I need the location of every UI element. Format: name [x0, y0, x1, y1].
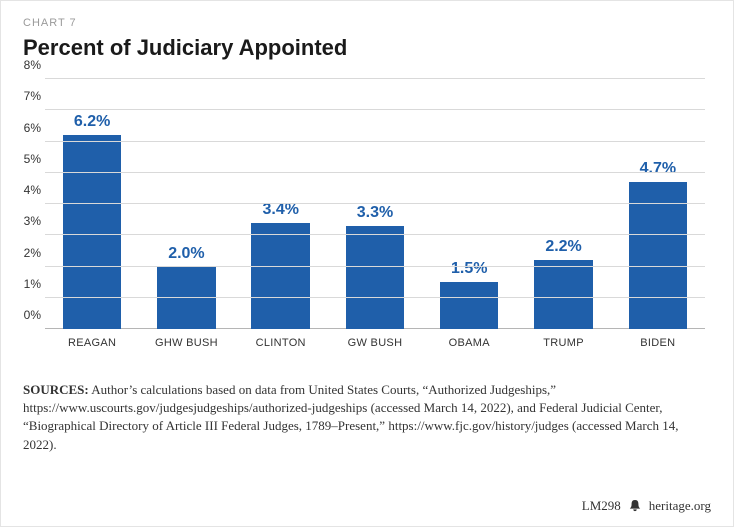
chart-area: 6.2%2.0%3.4%3.3%1.5%2.2%4.7% 0%1%2%3%4%5…	[45, 79, 705, 359]
gridline	[45, 234, 705, 235]
x-tick-label: TRUMP	[516, 337, 610, 349]
bar-slot: 3.3%	[328, 79, 422, 329]
x-axis: REAGANGHW BUSHCLINTONGW BUSHOBAMATRUMPBI…	[45, 329, 705, 359]
y-tick-label: 3%	[17, 214, 41, 228]
footer-site: heritage.org	[649, 498, 711, 514]
footer-code: LM298	[582, 498, 621, 514]
y-tick-label: 8%	[17, 58, 41, 72]
y-tick-label: 2%	[17, 246, 41, 260]
bar	[440, 282, 498, 329]
chart-number: CHART 7	[23, 17, 711, 29]
gridline	[45, 297, 705, 298]
x-tick-label: GHW BUSH	[139, 337, 233, 349]
bar-slot: 3.4%	[234, 79, 328, 329]
bar-slot: 4.7%	[611, 79, 705, 329]
bar	[534, 260, 592, 329]
chart-card: CHART 7 Percent of Judiciary Appointed 6…	[0, 0, 734, 527]
bar	[63, 135, 121, 329]
bar-slot: 2.2%	[516, 79, 610, 329]
bar-value-label: 2.2%	[545, 238, 581, 256]
gridline	[45, 141, 705, 142]
bar-value-label: 2.0%	[168, 245, 204, 263]
y-tick-label: 7%	[17, 89, 41, 103]
y-tick-label: 4%	[17, 183, 41, 197]
bar-value-label: 1.5%	[451, 260, 487, 278]
y-tick-label: 5%	[17, 152, 41, 166]
bar-value-label: 4.7%	[640, 160, 676, 178]
chart-title: Percent of Judiciary Appointed	[23, 35, 711, 61]
x-tick-label: REAGAN	[45, 337, 139, 349]
sources-body: Author’s calculations based on data from…	[23, 382, 678, 452]
sources-label: SOURCES:	[23, 382, 89, 397]
x-tick-label: GW BUSH	[328, 337, 422, 349]
bar-slot: 1.5%	[422, 79, 516, 329]
gridline	[45, 109, 705, 110]
gridline	[45, 203, 705, 204]
bell-icon	[629, 499, 641, 513]
plot-region: 6.2%2.0%3.4%3.3%1.5%2.2%4.7% 0%1%2%3%4%5…	[45, 79, 705, 329]
y-tick-label: 0%	[17, 308, 41, 322]
x-tick-label: OBAMA	[422, 337, 516, 349]
bar-slot: 2.0%	[139, 79, 233, 329]
gridline	[45, 266, 705, 267]
bar-value-label: 3.3%	[357, 204, 393, 222]
bar-slot: 6.2%	[45, 79, 139, 329]
y-tick-label: 6%	[17, 121, 41, 135]
bar	[157, 267, 215, 330]
bar-value-label: 6.2%	[74, 113, 110, 131]
gridline	[45, 78, 705, 79]
footer: LM298 heritage.org	[582, 498, 711, 514]
bar	[251, 223, 309, 329]
y-tick-label: 1%	[17, 277, 41, 291]
x-tick-label: CLINTON	[234, 337, 328, 349]
sources-text: SOURCES: Author’s calculations based on …	[23, 381, 711, 454]
bar	[346, 226, 404, 329]
bar	[629, 182, 687, 329]
gridline	[45, 172, 705, 173]
x-tick-label: BIDEN	[611, 337, 705, 349]
bars-container: 6.2% 2.0% 3.4% 3.3% 1.5% 2.2% 4.7%	[45, 79, 705, 329]
